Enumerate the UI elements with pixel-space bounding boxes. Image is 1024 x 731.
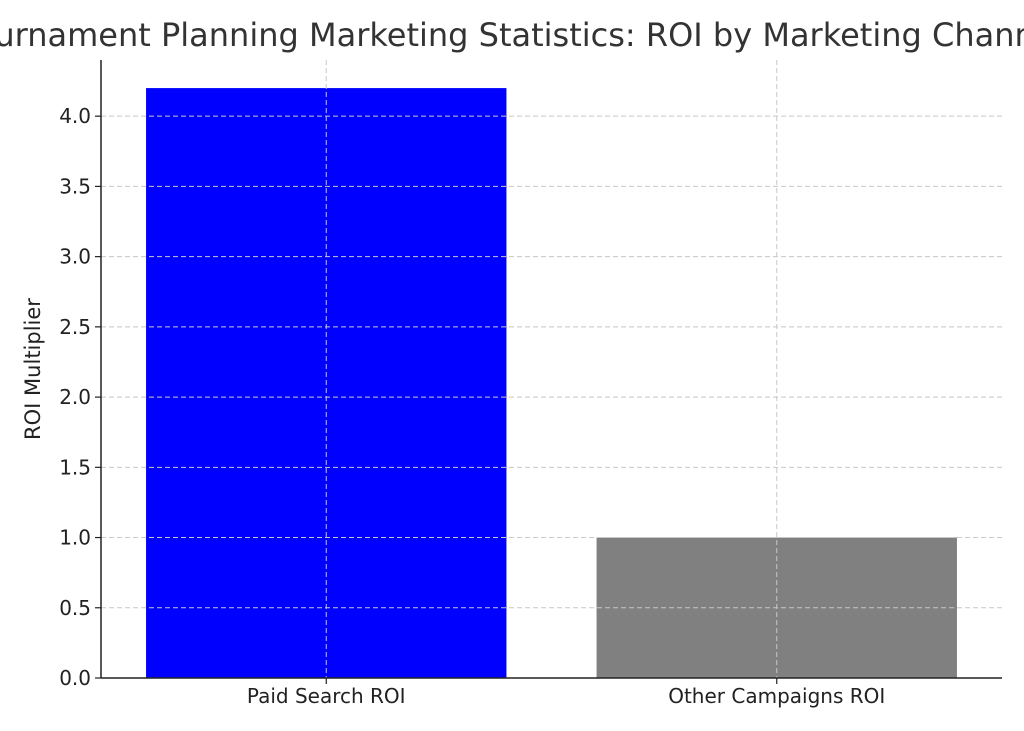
x-axis-ticks: Paid Search ROI Other Campaigns ROI: [247, 678, 885, 708]
y-axis-ticks: 0.0 0.5 1.0 1.5 2.0 2.5 3.0 3.5 4.0: [59, 104, 101, 690]
y-tick-label: 0.5: [59, 596, 91, 620]
y-tick-label: 1.5: [59, 455, 91, 479]
y-tick-label: 0.0: [59, 666, 91, 690]
y-tick-label: 2.5: [59, 315, 91, 339]
y-tick-label: 1.0: [59, 526, 91, 550]
x-tick-label: Other Campaigns ROI: [668, 684, 885, 708]
y-tick-label: 3.0: [59, 245, 91, 269]
y-tick-label: 2.0: [59, 385, 91, 409]
chart-title: Tournament Planning Marketing Statistics…: [0, 16, 1024, 54]
bars: [146, 88, 957, 678]
y-tick-label: 3.5: [59, 174, 91, 198]
x-tick-label: Paid Search ROI: [247, 684, 406, 708]
axes: [100, 60, 1002, 679]
y-tick-label: 4.0: [59, 104, 91, 128]
y-axis-label: ROI Multiplier: [21, 298, 45, 440]
